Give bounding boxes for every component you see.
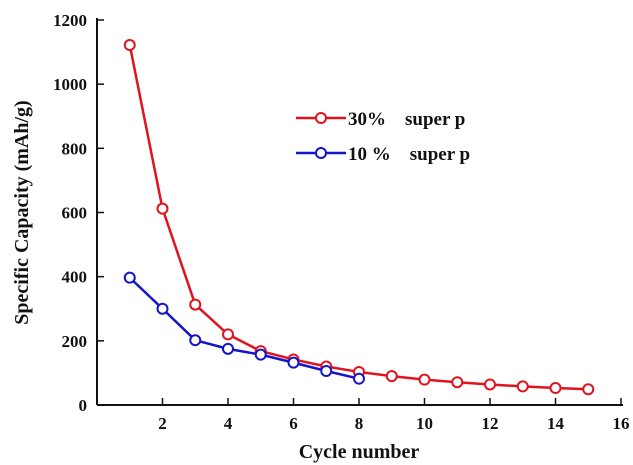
data-point <box>156 202 169 215</box>
data-point <box>418 373 431 386</box>
data-point <box>385 370 398 383</box>
series-layer <box>123 39 595 396</box>
legend-item-10-super-p: 10 % super p <box>296 144 470 165</box>
data-point <box>549 381 562 394</box>
x-axis-label: Cycle number <box>299 441 420 463</box>
y-tick-label: 800 <box>62 139 88 158</box>
data-point <box>254 348 267 361</box>
x-tick-label: 4 <box>224 414 233 433</box>
data-point <box>123 271 136 284</box>
legend-marker <box>315 147 327 159</box>
axes <box>96 18 623 406</box>
x-tick-label: 8 <box>355 414 364 433</box>
y-tick-label: 1000 <box>53 75 87 94</box>
legend-label-30-super-p: 30% super p <box>348 109 465 130</box>
data-point <box>189 298 202 311</box>
y-axis-label: Specific Capacity (mAh/g) <box>11 100 33 324</box>
y-ticks: 0 200 400 600 800 1000 1200 <box>53 11 104 415</box>
y-tick-label: 400 <box>62 268 88 287</box>
y-tick-label: 200 <box>62 332 88 351</box>
data-point <box>189 334 202 347</box>
legend-marker <box>315 112 327 124</box>
data-point <box>222 342 234 355</box>
data-point <box>287 356 300 369</box>
x-tick-label: 6 <box>289 414 298 433</box>
data-point <box>582 383 595 396</box>
legend: 30% super p 10 % super p <box>296 109 470 165</box>
data-point <box>123 39 136 52</box>
data-point <box>156 302 169 315</box>
data-point <box>353 372 365 385</box>
x-tick-label: 2 <box>158 414 167 433</box>
legend-item-30-super-p: 30% super p <box>296 109 465 130</box>
data-point <box>320 364 333 377</box>
series-1 <box>123 271 365 385</box>
data-point <box>451 376 464 389</box>
y-tick-label: 0 <box>79 396 88 415</box>
x-tick-label: 16 <box>613 414 630 433</box>
y-tick-label: 1200 <box>53 11 87 30</box>
data-point <box>484 378 496 391</box>
x-ticks: 2 4 6 8 10 12 14 16 <box>158 398 630 433</box>
x-tick-label: 10 <box>416 414 433 433</box>
x-tick-label: 12 <box>482 414 499 433</box>
y-tick-label: 600 <box>62 204 88 223</box>
data-point <box>222 328 234 341</box>
series-0 <box>123 39 595 396</box>
x-tick-label: 14 <box>547 414 565 433</box>
data-point <box>516 380 529 393</box>
legend-label-10-super-p: 10 % super p <box>348 144 470 165</box>
